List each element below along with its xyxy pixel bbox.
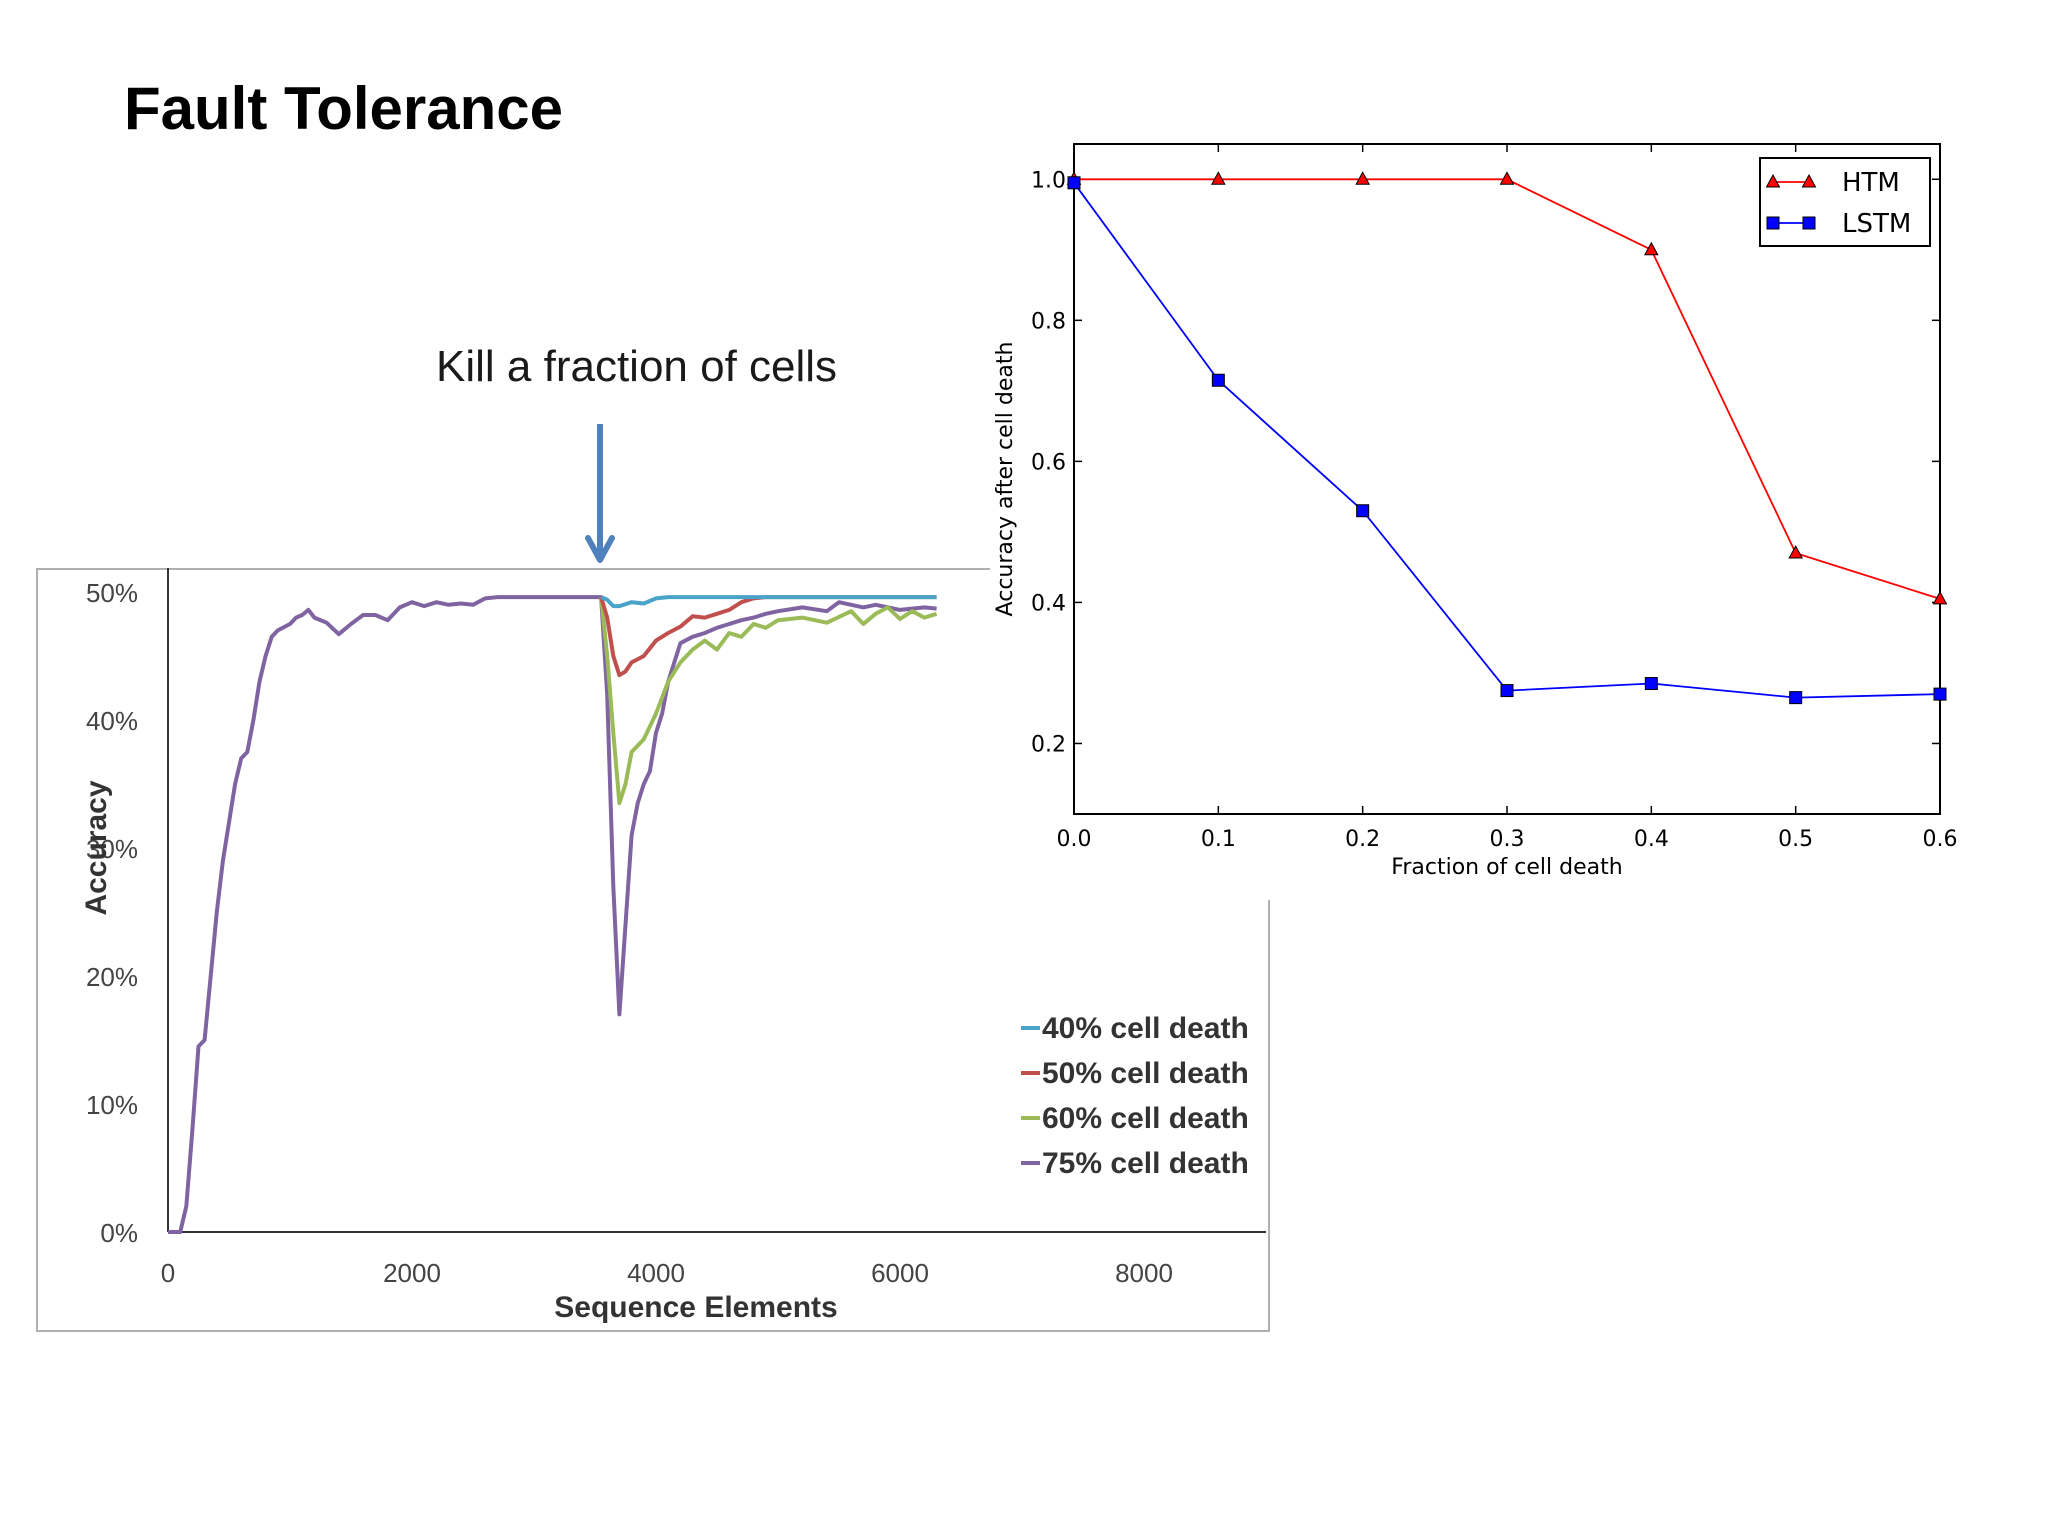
right-x-tick-label: 0.3: [1490, 827, 1525, 852]
accuracy-after-cell-death-chart: 0.0 0.1 0.2 0.3 0.4 0.5 0.6 0.2 0.4 0.6 0.8 1.0 HTM…: [990, 140, 1990, 900]
left-y-tick-label: 50%: [86, 578, 138, 608]
right-x-tick-label: 0.0: [1057, 827, 1092, 852]
left-legend-label: 60% cell death: [1042, 1102, 1249, 1135]
left-series-line: [168, 595, 937, 1234]
square-marker: [1933, 687, 1947, 701]
right-y-tick-label: 0.8: [1031, 309, 1066, 334]
right-x-axis-label: Fraction of cell death: [1391, 855, 1622, 880]
square-marker: [1067, 176, 1081, 190]
left-series-line: [599, 596, 938, 806]
square-marker: [1789, 691, 1803, 705]
down-arrow-icon: [585, 424, 615, 563]
left-y-tick-label: 40%: [86, 706, 138, 736]
left-y-tick-label: 20%: [86, 962, 138, 992]
triangle-marker: [1210, 171, 1226, 185]
left-series-line: [599, 595, 937, 678]
square-marker: [1500, 684, 1514, 698]
left-y-axis-label: Accuracy: [80, 780, 113, 915]
square-marker: [1211, 373, 1225, 387]
right-y-axis-label: Accuracy after cell death: [993, 342, 1018, 617]
right-y-tick-label: 0.6: [1031, 450, 1066, 475]
right-y-tick-label: 0.4: [1031, 591, 1066, 616]
left-legend-label: 50% cell death: [1042, 1057, 1249, 1090]
right-y-tick-label: 0.2: [1031, 732, 1066, 757]
right-legend-label: HTM: [1842, 168, 1900, 198]
left-x-axis-label: Sequence Elements: [554, 1291, 837, 1324]
right-legend-label: LSTM: [1842, 209, 1911, 239]
right-x-tick-label: 0.6: [1923, 827, 1958, 852]
triangle-marker: [1643, 241, 1659, 256]
square-marker: [1802, 216, 1816, 230]
left-y-tick-label: 30%: [86, 834, 138, 864]
right-x-tick-label: 0.1: [1201, 827, 1236, 852]
left-y-tick-label: 0%: [100, 1218, 138, 1248]
left-x-tick-label: 2000: [383, 1258, 441, 1288]
triangle-marker: [1765, 173, 1781, 188]
triangle-marker: [1788, 545, 1804, 559]
right-x-tick-label: 0.5: [1778, 827, 1813, 852]
right-y-tick-label: 1.0: [1031, 168, 1066, 193]
triangle-marker: [1499, 171, 1515, 185]
triangle-marker: [1932, 590, 1948, 605]
right-x-tick-label: 0.4: [1634, 827, 1669, 852]
left-x-tick-label: 0: [161, 1258, 175, 1288]
left-y-tick-label: 10%: [86, 1090, 138, 1120]
left-x-tick-label: 8000: [1115, 1258, 1173, 1288]
left-series-line: [600, 595, 937, 609]
left-legend-label: 40% cell death: [1042, 1012, 1249, 1045]
right-x-tick-label: 0.2: [1345, 827, 1380, 852]
left-x-tick-label: 6000: [871, 1258, 929, 1288]
left-x-tick-label: 4000: [627, 1258, 685, 1288]
square-marker: [1356, 504, 1370, 518]
square-marker: [1766, 216, 1780, 230]
square-marker: [1644, 677, 1658, 691]
triangle-marker: [1355, 171, 1371, 185]
kill-cells-annotation: Kill a fraction of cells: [436, 342, 838, 391]
right-legend-box: [1759, 157, 1931, 247]
slide-title: Fault Tolerance: [124, 75, 563, 142]
left-legend-label: 75% cell death: [1042, 1147, 1249, 1180]
triangle-marker: [1801, 173, 1817, 188]
